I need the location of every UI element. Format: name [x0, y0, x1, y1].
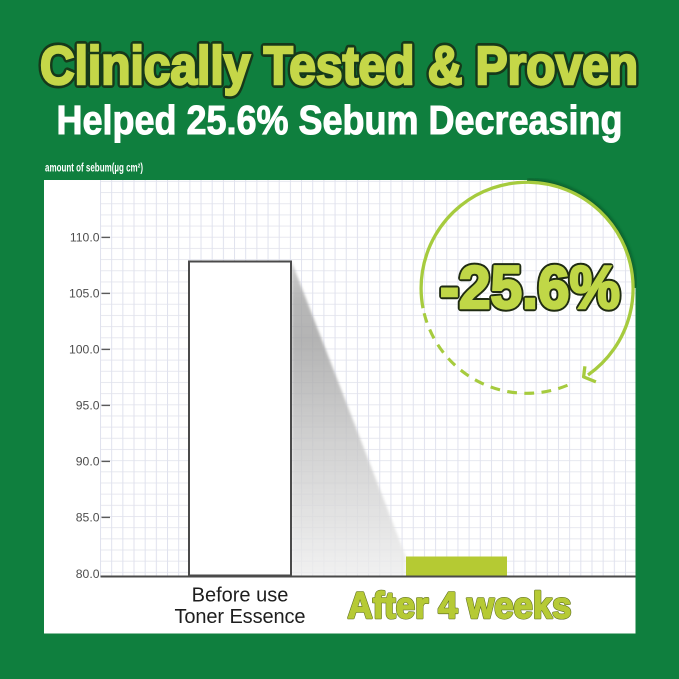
svg-text:amount of sebum(µg cm²): amount of sebum(µg cm²) — [45, 163, 143, 175]
svg-text:90.0: 90.0 — [76, 455, 100, 469]
svg-text:-25.6%: -25.6% — [440, 254, 620, 321]
svg-text:Helped 25.6% Sebum Decreasing: Helped 25.6% Sebum Decreasing — [57, 97, 623, 143]
svg-text:95.0: 95.0 — [76, 399, 100, 413]
svg-text:Clinically Tested & Proven: Clinically Tested & Proven — [40, 36, 638, 96]
svg-text:105.0: 105.0 — [69, 287, 100, 301]
svg-text:Before use: Before use — [192, 585, 289, 607]
svg-text:Toner Essence: Toner Essence — [175, 606, 306, 628]
svg-text:100.0: 100.0 — [69, 343, 100, 357]
svg-text:After 4 weeks: After 4 weeks — [348, 585, 572, 626]
svg-text:After 4 weeks: After 4 weeks — [348, 585, 572, 626]
svg-text:Clinically Tested & Proven: Clinically Tested & Proven — [40, 36, 638, 96]
svg-text:-25.6%: -25.6% — [440, 254, 620, 321]
svg-text:80.0: 80.0 — [76, 567, 100, 581]
svg-text:85.0: 85.0 — [76, 511, 100, 525]
svg-text:110.0: 110.0 — [70, 231, 100, 245]
